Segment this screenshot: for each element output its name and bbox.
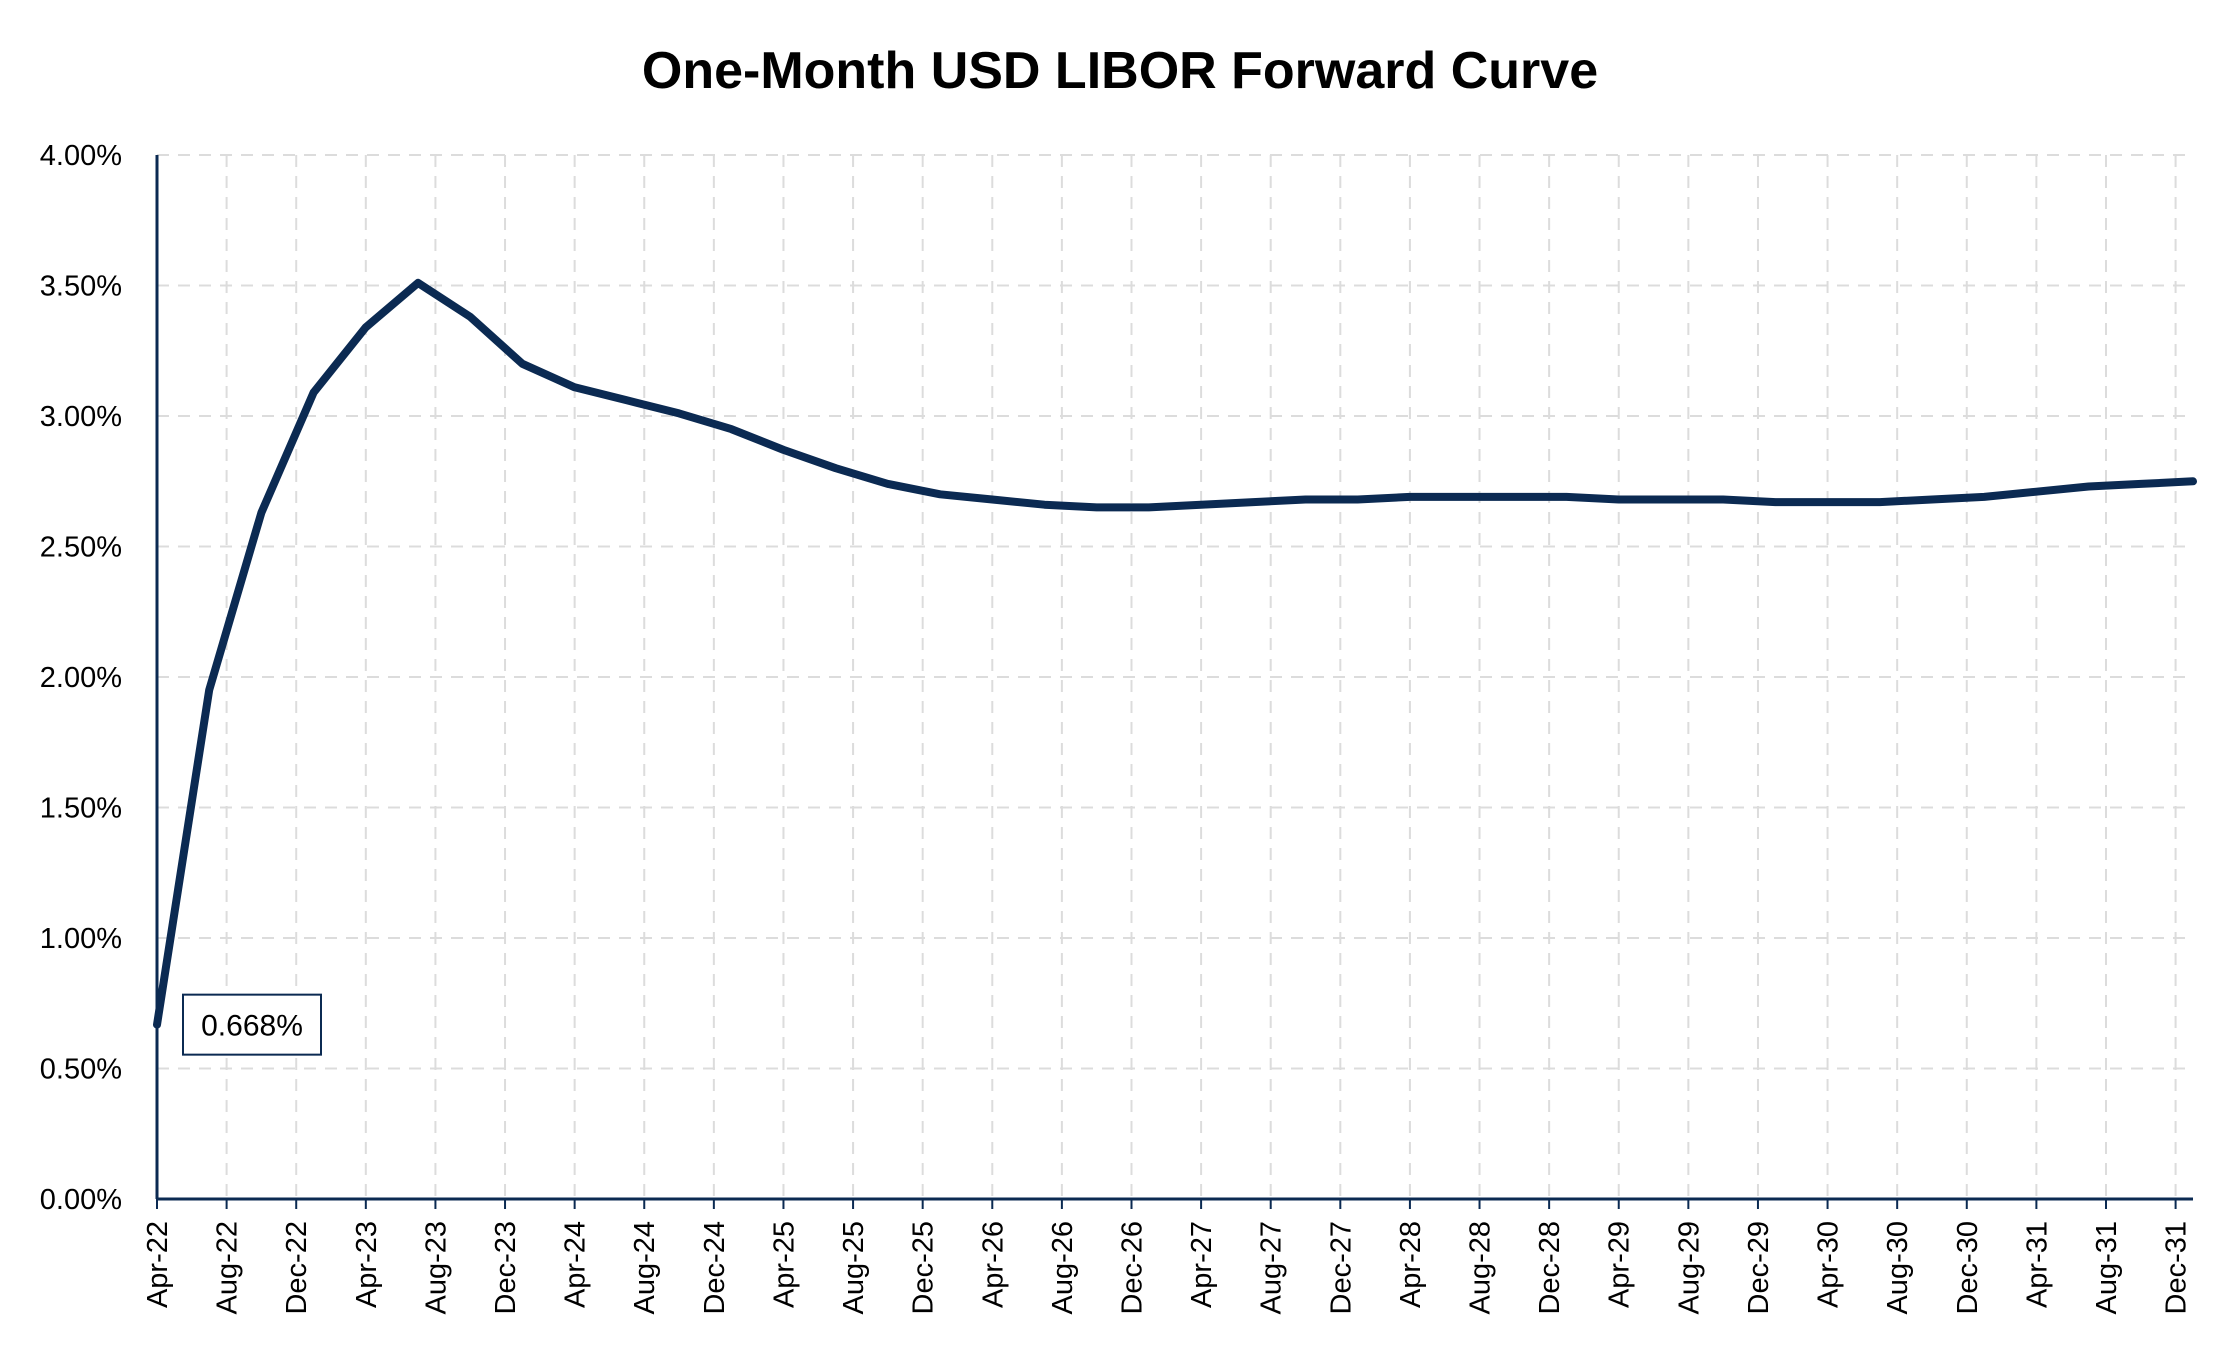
x-tick-label: Aug-26 [1047,1221,1079,1315]
x-tick-label: Dec-25 [908,1221,940,1315]
x-tick-label: Aug-27 [1256,1221,1288,1315]
data-label-box [182,993,322,1056]
y-tick-labels: 0.00% 0.50% 1.00% 1.50% 2.00% 2.50% 3.00% 3.50%… [40,140,122,1216]
data-label: 0.668% [182,993,322,1056]
y-tick-label: 0.00% [40,1184,122,1216]
x-tick-label: Apr-22 [142,1221,174,1308]
x-tick-label: Aug-24 [629,1221,661,1315]
grid-layer [157,154,2193,1199]
x-tick-label: Dec-30 [1952,1221,1984,1315]
x-tick-label: Dec-24 [699,1221,731,1315]
x-tick-label: Apr-29 [1604,1221,1636,1308]
series-line [153,278,2197,1029]
x-tick-label: Aug-23 [420,1221,452,1315]
data-label-text: 0.668% [201,1010,303,1043]
y-tick-label: 1.00% [40,923,122,955]
x-tick-label: Aug-22 [212,1221,244,1315]
y-tick-label: 3.00% [40,401,122,433]
x-tick-label: Dec-26 [1116,1221,1148,1315]
y-tick-label: 3.50% [40,271,122,303]
y-tick-label: 1.50% [40,793,122,825]
x-tick-label: Dec-29 [1743,1221,1775,1315]
x-tick-label: Apr-27 [1186,1221,1218,1308]
x-tick-label: Aug-29 [1673,1221,1705,1315]
y-tick-label: 4.00% [40,140,122,172]
x-tick-label: Apr-25 [768,1221,800,1308]
x-tick-label: Dec-31 [2161,1221,2193,1315]
x-tick-label: Apr-24 [560,1221,592,1308]
x-tick-label: Aug-28 [1465,1221,1497,1315]
x-tick-label: Apr-31 [2021,1221,2053,1308]
series-layer [153,278,2197,1029]
x-tick-label: Apr-28 [1395,1221,1427,1308]
x-tick-label: Aug-30 [1882,1221,1914,1315]
chart-title: One-Month USD LIBOR Forward Curve [642,42,1598,100]
x-tick-label: Apr-30 [1813,1221,1845,1308]
x-tick-label: Apr-23 [351,1221,383,1308]
x-tick-label: Dec-27 [1325,1221,1357,1315]
y-tick-label: 0.50% [40,1054,122,1086]
x-tick-label: Aug-31 [2091,1221,2123,1315]
x-tick-label: Dec-28 [1534,1221,1566,1315]
x-tick-label: Apr-26 [977,1221,1009,1308]
x-tick-label: Dec-22 [281,1221,313,1315]
x-tick-label: Dec-23 [490,1221,522,1315]
y-tick-label: 2.00% [40,662,122,694]
y-tick-label: 2.50% [40,532,122,564]
x-tick-label: Aug-25 [838,1221,870,1315]
x-tick-labels: Apr-22 Aug-22 Dec-22 Apr-23 Aug-23 Dec-23 Apr-… [142,1221,2193,1315]
annotation-layer: 0.668% [182,993,322,1056]
